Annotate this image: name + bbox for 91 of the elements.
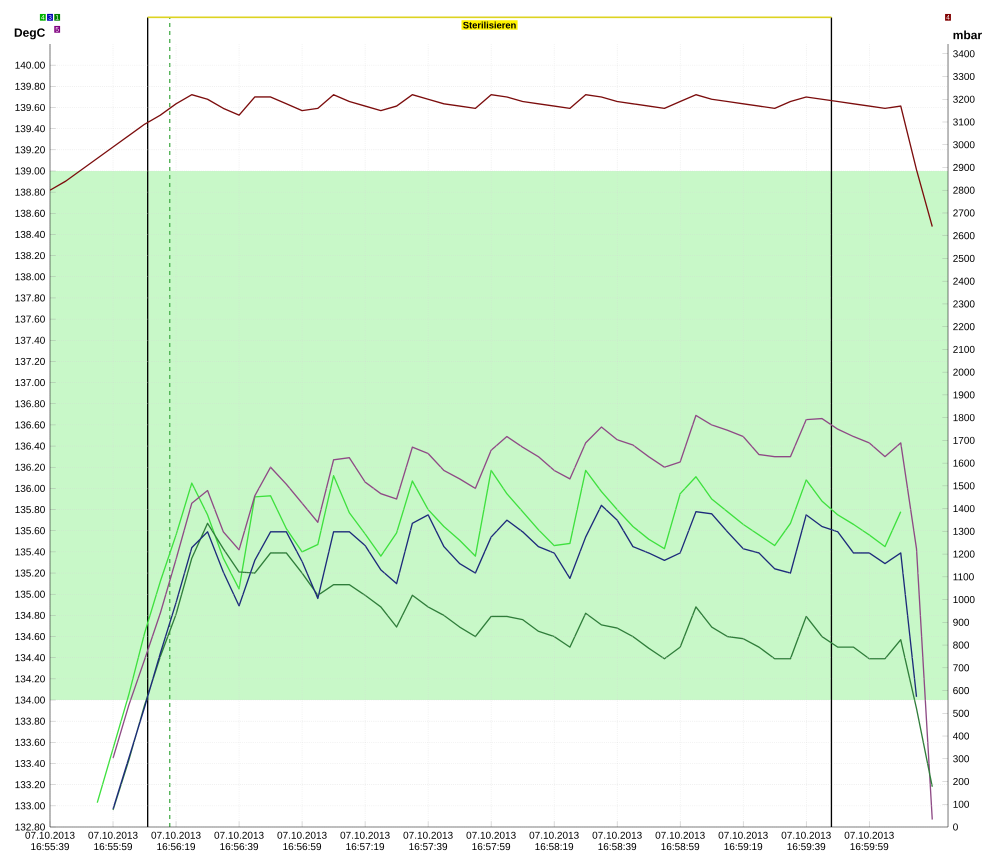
y-tick-label: 139.20	[15, 146, 45, 154]
y-tick-label: 137.00	[15, 379, 45, 386]
y-tick-label: 136.80	[15, 400, 45, 408]
y-tick-label: 134.40	[15, 654, 45, 662]
y-tick-label: 140.00	[15, 62, 45, 69]
x-tick-label: 07.10.2013 16:58:19	[530, 832, 579, 850]
y-tick-label: 136.00	[15, 484, 45, 492]
y2-tick-label: 700	[953, 664, 970, 672]
y2-tick-label: 3300	[953, 72, 975, 80]
y-tick-label: 139.80	[15, 82, 45, 90]
y2-tick-label: 600	[953, 687, 970, 694]
x-tick-label: 07.10.2013 16:59:39	[782, 832, 831, 850]
y-tick-label: 138.80	[15, 188, 45, 196]
y2-tick-label: 2800	[953, 186, 975, 194]
y-tick-label: 134.60	[15, 632, 45, 640]
y2-tick-label: 2600	[953, 232, 975, 240]
y2-tick-label: 1800	[953, 414, 975, 422]
y2-tick-label: 1700	[953, 436, 975, 444]
y-tick-label: 138.00	[15, 273, 45, 280]
y2-tick-label: 2200	[953, 323, 975, 330]
y2-tick-label: 1000	[953, 596, 975, 604]
y2-tick-label: 2500	[953, 254, 975, 262]
x-tick-label: 07.10.2013 16:59:59	[844, 832, 894, 850]
y-tick-label: 133.80	[15, 718, 45, 725]
y-tick-label: 136.20	[15, 464, 45, 471]
y2-tick-label: 500	[953, 710, 970, 717]
y2-tick-label: 100	[953, 800, 970, 808]
y-tick-label: 135.40	[15, 548, 45, 556]
y-tick-label: 132.80	[15, 823, 45, 831]
y2-tick-label: 1400	[953, 505, 975, 512]
y2-tick-label: 1900	[953, 391, 975, 398]
y-axis-title: DegC	[14, 28, 45, 40]
y2-tick-label: 200	[953, 778, 970, 786]
y2-tick-label: 300	[953, 755, 970, 762]
y2-tick-label: 1500	[953, 482, 975, 490]
y2-tick-label: 800	[953, 642, 970, 649]
y-tick-label: 136.40	[15, 442, 45, 450]
x-tick-label: 07.10.2013 16:56:19	[151, 832, 201, 850]
line-series	[96, 470, 902, 804]
y-tick-label: 139.40	[15, 125, 45, 132]
y2-tick-label: 2100	[953, 346, 975, 353]
x-tick-label: 07.10.2013 16:57:39	[403, 832, 453, 850]
y2-axis-title: mbar	[954, 30, 982, 40]
x-tick-label: 07.10.2013 16:58:39	[592, 832, 642, 850]
y2-tick-label: 3000	[953, 141, 975, 148]
y-tick-label: 138.40	[15, 230, 45, 238]
y-tick-label: 133.60	[15, 738, 45, 746]
y2-tick-label: 1200	[953, 550, 975, 558]
y-tick-label: 137.80	[15, 294, 45, 302]
x-tick-label: 07.10.2013 16:55:59	[88, 832, 138, 850]
y-tick-label: 139.00	[15, 167, 45, 175]
y2-tick-label: 3100	[953, 118, 975, 126]
x-tick-label: 07.10.2013 16:55:39	[25, 832, 75, 850]
text: Sterilisieren	[463, 22, 516, 28]
y-tick-label: 135.60	[15, 527, 45, 534]
y2-tick-label: 3200	[953, 96, 975, 103]
y2-tick-label: 2700	[953, 209, 975, 217]
y-tick-label: 137.60	[15, 316, 45, 323]
y2-tick-label: 900	[953, 618, 970, 626]
y2-tick-label: 2300	[953, 300, 975, 308]
x-tick-label: 07.10.2013 16:59:19	[718, 832, 768, 850]
y2-tick-label: 1600	[953, 460, 975, 467]
x-tick-label: 07.10.2013 16:56:39	[214, 832, 264, 850]
x-tick-label: 07.10.2013 16:56:59	[277, 832, 327, 850]
y2-tick-label: 2900	[953, 164, 975, 172]
line-series	[112, 414, 933, 820]
y2-tick-label: 400	[952, 732, 970, 740]
y-tick-label: 134.20	[15, 675, 45, 682]
y2-tick-label: 2400	[953, 278, 975, 285]
x-tick-label: 07.10.2013 16:57:59	[466, 832, 516, 850]
y-tick-label: 135.00	[15, 590, 45, 598]
y2-tick-label: 2000	[953, 368, 975, 376]
y-tick-label: 133.20	[15, 781, 45, 788]
y-tick-label: 138.20	[15, 252, 45, 260]
y-tick-label: 134.80	[15, 612, 45, 619]
y-tick-label: 135.20	[15, 570, 45, 577]
y2-tick-label: 1300	[953, 528, 975, 535]
y-tick-label: 139.60	[15, 104, 45, 112]
y-tick-label: 133.40	[15, 760, 45, 768]
y-tick-label: 136.60	[15, 421, 45, 428]
y2-tick-label: 3400	[953, 50, 975, 58]
y2-tick-label: 0	[953, 823, 958, 831]
y-tick-label: 133.00	[15, 802, 45, 810]
y2-tick-label: 1100	[953, 573, 974, 580]
y-tick-label: 135.80	[15, 506, 45, 514]
y-tick-label: 137.40	[15, 336, 45, 344]
y-tick-label: 138.60	[15, 210, 45, 217]
x-tick-label: 07.10.2013 16:58:59	[656, 832, 705, 850]
y-tick-label: 137.20	[15, 358, 45, 365]
y-tick-label: 134.00	[15, 696, 45, 704]
x-tick-label: 07.10.2013 16:57:19	[340, 832, 390, 850]
